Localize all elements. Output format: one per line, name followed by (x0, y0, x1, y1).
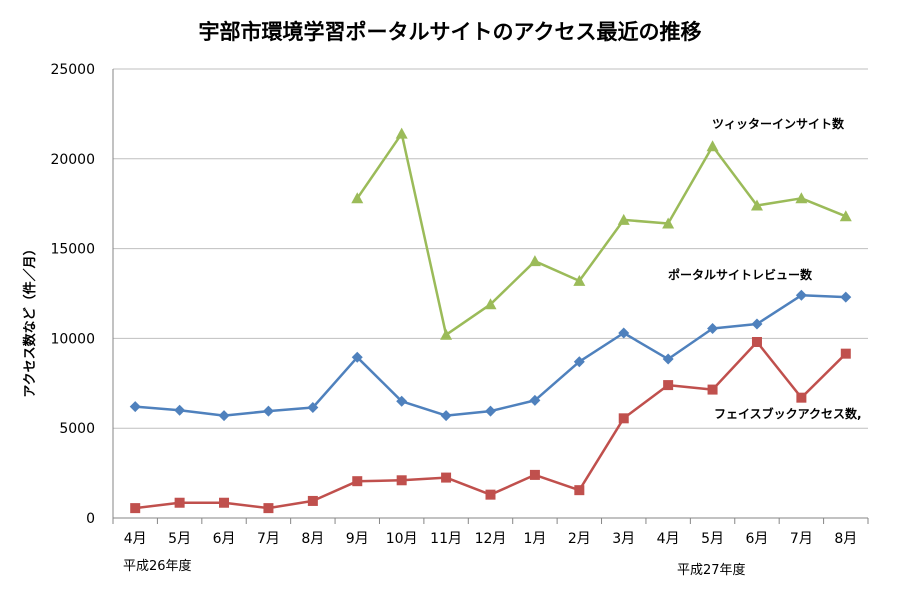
x-tick-label: 9月 (346, 531, 369, 547)
x-tick-label: 6月 (746, 531, 769, 547)
data-point (174, 497, 185, 508)
data-point (262, 405, 274, 417)
series-label: ポータルサイトレビュー数 (668, 267, 813, 282)
period-label-h26: 平成26年度 (123, 558, 192, 574)
data-point (574, 485, 585, 496)
x-tick-label: 7月 (257, 531, 280, 547)
series-2 (130, 336, 851, 514)
x-tick-label: 8月 (301, 531, 324, 547)
data-point (307, 402, 319, 414)
data-point (663, 380, 674, 391)
x-tick-label: 11月 (430, 531, 462, 547)
y-tick-label: 15000 (50, 242, 95, 258)
data-point (129, 401, 141, 413)
series-1 (129, 289, 852, 422)
data-point (307, 495, 318, 506)
series-line (135, 340, 847, 510)
data-point (529, 394, 541, 406)
x-tick-label: 4月 (657, 531, 680, 547)
x-tick-label: 5月 (701, 531, 724, 547)
grid (112, 68, 868, 519)
y-tick-label: 0 (86, 511, 95, 527)
data-point (485, 489, 496, 500)
data-point (840, 291, 852, 303)
y-tick-label: 10000 (50, 331, 95, 347)
x-tick-label: 4月 (124, 531, 147, 547)
data-point (352, 476, 363, 487)
data-point (263, 503, 274, 514)
data-point (529, 469, 540, 480)
data-point (839, 210, 852, 222)
data-point (528, 255, 541, 267)
x-tick-label: 10月 (386, 531, 418, 547)
y-axis: 0 5000 10000 15000 20000 25000 (50, 62, 95, 527)
data-point (441, 472, 452, 483)
series-label: ツィッターインサイト数 (712, 116, 845, 131)
period-label-h27: 平成27年度 (677, 562, 746, 578)
data-point (618, 413, 629, 424)
chart-title: 宇部市環境学習ポータルサイトのアクセス最近の推移 (199, 20, 702, 44)
data-point (573, 274, 586, 286)
data-point (662, 353, 674, 365)
data-point (617, 213, 630, 225)
data-point (351, 351, 363, 363)
data-point (485, 405, 496, 417)
series-layer (129, 127, 852, 514)
data-point (750, 199, 763, 211)
data-point (351, 192, 364, 204)
y-tick-label: 25000 (50, 62, 95, 78)
data-point (751, 318, 763, 330)
data-point (484, 298, 497, 310)
x-tick-label: 8月 (834, 531, 857, 547)
series-label: フェイスブックアクセス数, (714, 406, 862, 421)
data-point (706, 140, 719, 152)
series-0 (351, 127, 852, 340)
data-point (618, 327, 630, 339)
data-point (396, 395, 408, 407)
series-line (135, 294, 846, 417)
data-point (174, 404, 186, 416)
data-point (840, 348, 851, 359)
data-point (395, 127, 408, 139)
y-axis-title: アクセス数など（件／月） (22, 242, 38, 397)
series-line (356, 132, 847, 337)
data-point (751, 336, 762, 347)
data-point (440, 328, 453, 340)
x-tick-label: 1月 (523, 531, 546, 547)
x-tick-label: 7月 (790, 531, 813, 547)
data-point (219, 497, 230, 508)
data-point (707, 323, 719, 335)
x-tick-label: 3月 (612, 531, 635, 547)
x-tick-label: 6月 (213, 531, 236, 547)
x-tick-label: 5月 (168, 531, 191, 547)
data-point (795, 192, 808, 204)
y-tick-label: 5000 (59, 421, 95, 437)
data-point (396, 475, 407, 486)
x-axis: 4月 5月 6月 7月 8月 9月 10月 11月 12月 1月 2月 3月 4月 5月 6月 7月 8月 (112, 518, 869, 547)
data-point (796, 392, 807, 403)
data-point (218, 410, 230, 422)
x-tick-label: 12月 (475, 531, 507, 547)
data-point (573, 356, 585, 368)
y-tick-label: 20000 (50, 152, 95, 168)
x-tick-label: 2月 (568, 531, 591, 547)
data-point (707, 384, 718, 395)
data-point (662, 217, 675, 229)
data-point (440, 410, 452, 422)
data-point (795, 289, 807, 301)
data-point (130, 503, 141, 514)
